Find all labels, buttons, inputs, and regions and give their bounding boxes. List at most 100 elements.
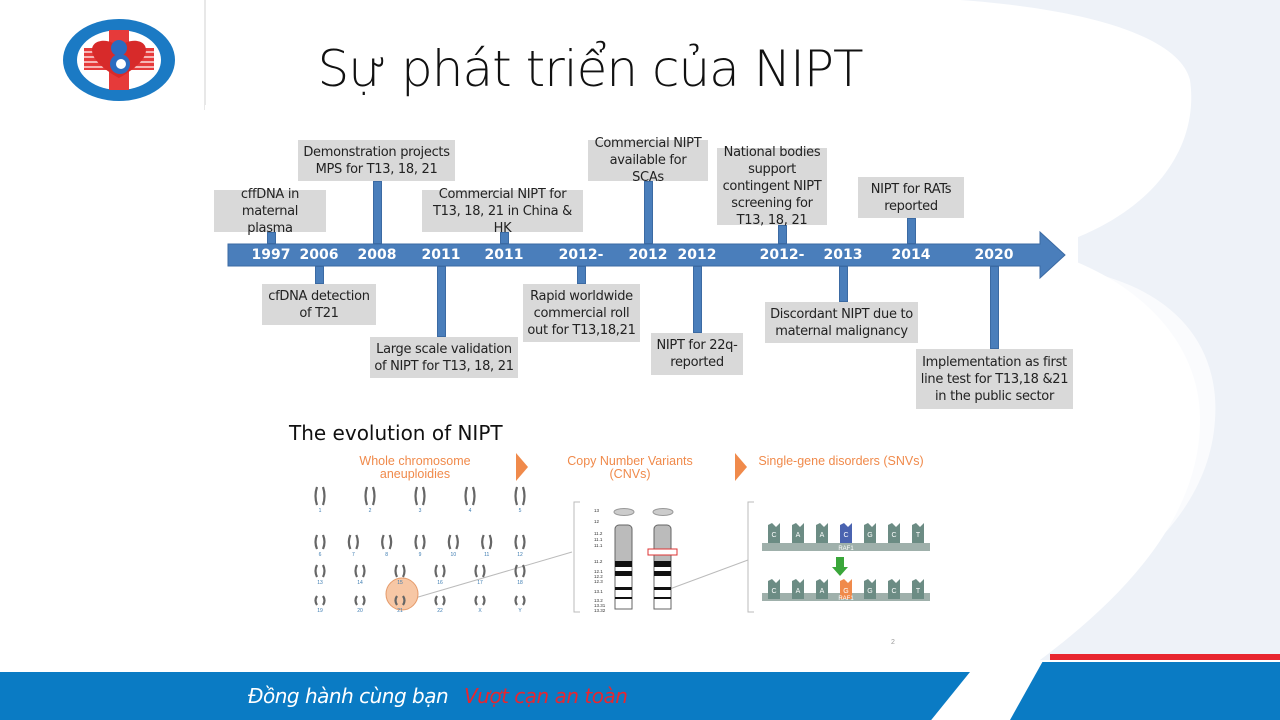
- hospital-logo: [63, 19, 175, 101]
- chromosome-label: 21: [397, 608, 403, 614]
- nucleotide-base: [816, 579, 828, 599]
- nucleotide-base: [768, 579, 780, 599]
- base-letter: C: [771, 588, 776, 595]
- chromosome-label: 5: [519, 508, 522, 514]
- chromosome-label: 18: [517, 580, 523, 586]
- nucleotide-base: [840, 579, 852, 599]
- base-letter: A: [820, 532, 825, 539]
- chromosome: [434, 564, 446, 578]
- band-label: 13.2: [594, 598, 603, 603]
- timeline-connector: [907, 218, 916, 244]
- chromosome-label: 3: [419, 508, 422, 514]
- chromosome: [381, 534, 393, 550]
- stage-label: Whole chromosome aneuploidies: [359, 454, 471, 481]
- timeline-year: 2012-: [759, 247, 805, 263]
- timeline-connector: [778, 225, 787, 244]
- nucleotide-base: [816, 523, 828, 543]
- band-label: 13.32: [594, 608, 606, 613]
- footer-right-bar: [1010, 662, 1280, 720]
- base-letter: G: [867, 588, 872, 595]
- chromosome: [314, 486, 326, 506]
- chromosome: [514, 486, 526, 506]
- nucleotide-base: [864, 579, 876, 599]
- chromosome: [474, 595, 486, 606]
- timeline-event-box: Commercial NIPT for T13, 18, 21 in China…: [422, 187, 583, 236]
- chromosome-label: 20: [357, 608, 363, 614]
- nucleotide-base: [888, 523, 900, 543]
- slogan-red: Vượt cạn an toàn: [464, 684, 628, 708]
- chromosome: [464, 486, 476, 506]
- chromosome-label: 4: [469, 508, 472, 514]
- chromosome: [481, 534, 493, 550]
- evolution-title: The evolution of NIPT: [289, 421, 503, 445]
- band-label: 11.2: [594, 559, 603, 564]
- chromosome: [314, 595, 326, 606]
- arrow-icon: [735, 453, 747, 481]
- chromosome-label: 2: [369, 508, 372, 514]
- chromosome-label: 17: [477, 580, 483, 586]
- chromosome-label: 12: [517, 552, 523, 558]
- timeline-arrow: [227, 230, 1066, 280]
- chromosome: [414, 486, 426, 506]
- timeline-connector: [644, 181, 653, 244]
- timeline-event-box: Rapid worldwide commercial roll out for …: [523, 284, 640, 342]
- band-label: 13.1: [594, 589, 603, 594]
- nucleotide-base: [912, 579, 924, 599]
- timeline-year: 2011: [421, 247, 461, 263]
- timeline-year: 2012: [628, 247, 668, 263]
- chromosome: [354, 595, 366, 606]
- chromosome: [514, 595, 526, 606]
- base-letter: T: [916, 588, 921, 595]
- timeline-year: 2008: [357, 247, 397, 263]
- chromosome-label: 6: [319, 552, 322, 558]
- chromosome-label: 9: [419, 552, 422, 558]
- nipt-timeline: cffDNA in maternal plasma 1997 cfDNA detec…: [205, 105, 1078, 422]
- timeline-event-box: Implementation as first line test for T1…: [916, 349, 1073, 409]
- chromosome: [394, 595, 406, 606]
- nucleotide-base: [912, 523, 924, 543]
- timeline-connector: [315, 266, 324, 284]
- timeline-year: 2020: [974, 247, 1014, 263]
- timeline-event-box: NIPT for RATs reported: [858, 177, 964, 218]
- stage-label: Single-gene disorders (SNVs): [758, 454, 924, 468]
- timeline-connector: [839, 266, 848, 302]
- chromosome: [514, 534, 526, 550]
- timeline-event-box: Discordant NIPT due to maternal malignan…: [765, 302, 918, 343]
- nucleotide-base: [768, 523, 780, 543]
- timeline-year: 2006: [299, 247, 339, 263]
- chromosome: [474, 564, 486, 578]
- nucleotide-base: [792, 579, 804, 599]
- timeline-year: 2012: [677, 247, 717, 263]
- footer-slogan: Đồng hành cùng bạn Vượt cạn an toàn: [248, 684, 628, 708]
- arrow-icon: [516, 453, 528, 481]
- band-label: 13.31: [594, 603, 606, 608]
- band-label: 12.1: [594, 569, 603, 574]
- band-label: 12: [594, 519, 600, 524]
- down-arrow-icon: [832, 557, 848, 576]
- base-letter: A: [796, 588, 801, 595]
- timeline-year: 2014: [891, 247, 931, 263]
- band-label: 11.2: [594, 531, 603, 536]
- chromosome-label: 10: [451, 552, 457, 558]
- base-letter: G: [843, 588, 848, 595]
- chromosome: [314, 534, 326, 550]
- timeline-connector: [373, 181, 382, 244]
- chromosome-label: 7: [352, 552, 355, 558]
- timeline-event-box: cfDNA detection of T21: [262, 284, 376, 325]
- band-label: 11.1: [594, 543, 603, 548]
- nucleotide-base: [792, 523, 804, 543]
- nucleotide-base: [864, 523, 876, 543]
- timeline-year: 2011: [484, 247, 524, 263]
- chromosome: [347, 534, 359, 550]
- chromosome: [434, 595, 446, 606]
- cnv-chromosomes: [613, 508, 678, 610]
- chromosome: [364, 486, 376, 506]
- timeline-event-box: Demonstration projects MPS for T13, 18, …: [298, 140, 455, 181]
- band-label: 12.3: [594, 579, 603, 584]
- chromosome: [314, 564, 326, 578]
- base-letter: C: [771, 532, 776, 539]
- footer-bar: [0, 672, 970, 720]
- base-letter: G: [867, 532, 872, 539]
